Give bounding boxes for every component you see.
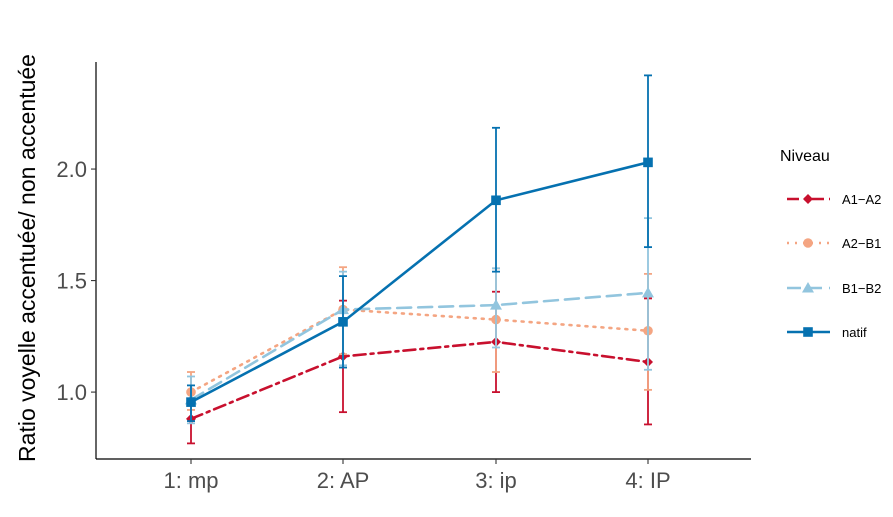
series-line <box>189 161 650 404</box>
series-square <box>186 74 653 422</box>
legend-item: B1−B2 <box>787 281 881 296</box>
series-layer <box>185 74 654 445</box>
legend-item: A1−A2 <box>787 192 881 207</box>
x-tick-label: 1: mp <box>163 468 218 493</box>
data-point <box>186 397 196 407</box>
y-axis-label: Ratio voyelle accentuée/ non accentuée <box>14 54 40 462</box>
series-circle <box>186 266 653 411</box>
axes: 1.0 1.5 2.0 1: mp 2: AP 3: ip 4: IP <box>56 62 751 493</box>
legend-title: Niveau <box>780 148 830 165</box>
series-line <box>189 291 650 402</box>
data-point <box>490 299 502 310</box>
legend-key-marker <box>803 238 813 248</box>
legend-key-marker <box>803 194 813 204</box>
x-tick-label: 3: ip <box>475 468 517 493</box>
data-point <box>491 195 501 206</box>
legend-item: natif <box>787 325 867 340</box>
legend-label: natif <box>842 325 867 340</box>
data-point <box>643 157 653 168</box>
data-point <box>338 317 348 327</box>
y-tick-label: 2.0 <box>56 157 87 182</box>
y-tick-label: 1.5 <box>56 269 87 294</box>
legend-label: B1−B2 <box>842 281 881 296</box>
legend: Niveau A1−A2 A2−B1 B1−B2 natif <box>780 148 881 340</box>
x-tick-label: 4: IP <box>625 468 670 493</box>
legend-label: A2−B1 <box>842 236 881 251</box>
series-line <box>189 308 650 394</box>
series-line <box>189 340 650 421</box>
y-tick-label: 1.0 <box>56 380 87 405</box>
legend-item: A2−B1 <box>787 236 881 251</box>
legend-key-marker <box>803 327 813 337</box>
data-point <box>642 286 654 298</box>
x-tick-label: 2: AP <box>317 468 370 493</box>
legend-label: A1−A2 <box>842 192 881 207</box>
legend-key-marker <box>802 282 814 293</box>
